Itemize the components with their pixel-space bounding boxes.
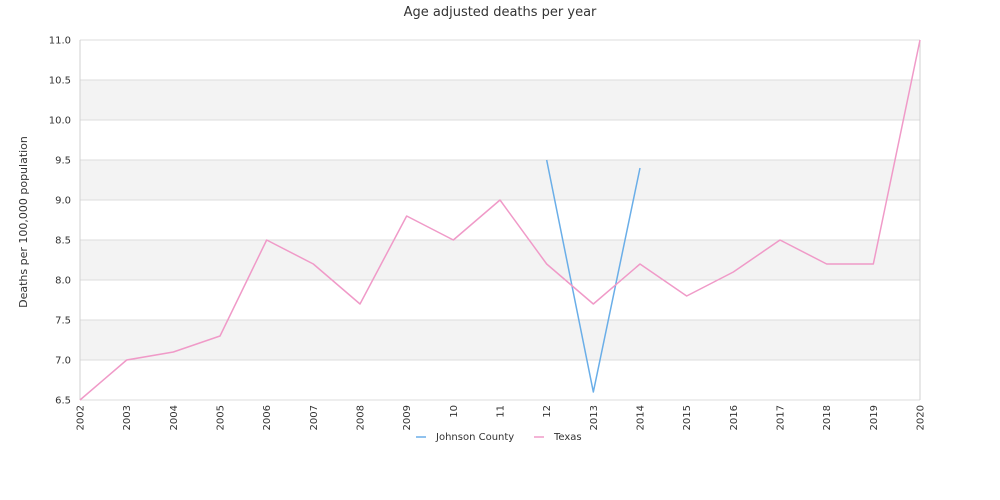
y-tick-label: 7.0 — [55, 356, 71, 367]
grid-band — [80, 360, 920, 400]
grid-band — [80, 200, 920, 240]
y-tick-label: 9.0 — [55, 196, 71, 207]
grid-band — [80, 120, 920, 160]
series-line-1 — [79, 39, 921, 401]
y-tick-label: 10.0 — [49, 116, 71, 127]
grid-band — [80, 40, 920, 80]
series-group — [79, 39, 921, 401]
x-tick-label: 11 — [496, 405, 507, 418]
legend-label: Texas — [553, 432, 582, 443]
grid-band — [80, 80, 920, 120]
x-tick-label: 2013 — [589, 405, 600, 430]
x-tick-label: 2019 — [869, 405, 880, 430]
x-tick-label: 2004 — [169, 405, 180, 430]
grid-bands — [80, 40, 920, 400]
y-tick-label: 11.0 — [49, 36, 71, 47]
series-line-0 — [545, 159, 641, 393]
x-tick-label: 2009 — [402, 405, 413, 430]
chart-title: Age adjusted deaths per year — [404, 5, 597, 20]
x-axis-ticks: 2002 2003 2004 2005 2006 2007 2008 2009 10 11 12 20… — [76, 405, 927, 430]
y-tick-label: 8.0 — [55, 276, 71, 287]
x-tick-label: 2018 — [822, 405, 833, 430]
x-tick-label: 2006 — [262, 405, 273, 430]
grid-band — [80, 160, 920, 200]
x-tick-label: 2005 — [216, 405, 227, 430]
grid-band — [80, 280, 920, 320]
x-tick-label: 2007 — [309, 405, 320, 430]
y-tick-label: 10.5 — [49, 76, 71, 87]
x-tick-label: 2003 — [122, 405, 133, 430]
x-tick-label: 10 — [449, 405, 460, 418]
x-tick-label: 2016 — [729, 405, 740, 430]
y-tick-label: 6.5 — [55, 396, 71, 407]
x-tick-label: 2014 — [636, 405, 647, 430]
legend-label: Johnson County — [435, 432, 514, 443]
x-tick-label: 2008 — [356, 405, 367, 430]
grid-band — [80, 240, 920, 280]
x-tick-label: 2002 — [76, 405, 87, 430]
y-axis-label: Deaths per 100,000 population — [17, 136, 30, 308]
x-tick-label: 2015 — [682, 405, 693, 430]
x-tick-label: 2017 — [776, 405, 787, 430]
y-tick-label: 8.5 — [55, 236, 71, 247]
x-tick-label: 2020 — [916, 405, 927, 430]
x-tick-label: 12 — [542, 405, 553, 418]
grid-band — [80, 320, 920, 360]
y-axis-ticks: 6.5 7.0 7.5 8.0 8.5 9.0 9.5 10.0 10.5 11.0 — [49, 36, 71, 407]
legend: Johnson County Texas — [416, 432, 582, 443]
y-tick-label: 9.5 — [55, 156, 71, 167]
y-tick-label: 7.5 — [55, 316, 71, 327]
